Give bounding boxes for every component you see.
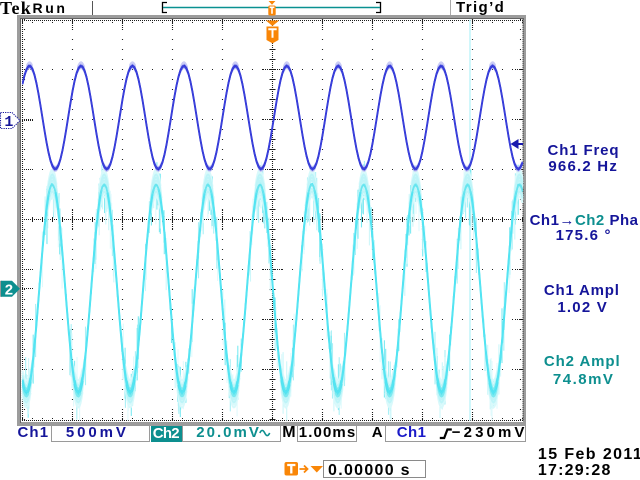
svg-text:1: 1 [4, 114, 13, 131]
svg-text:2: 2 [4, 282, 13, 299]
